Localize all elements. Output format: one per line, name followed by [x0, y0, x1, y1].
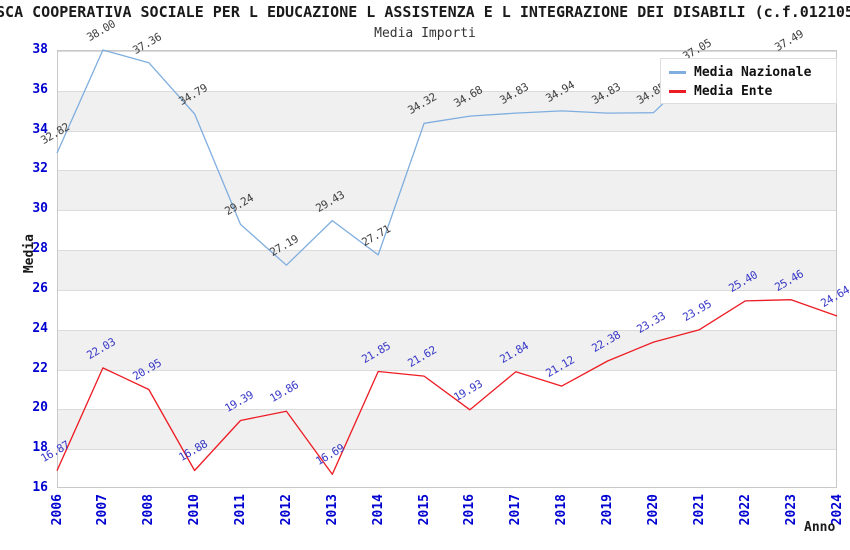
x-tick-label: 2018	[554, 494, 570, 534]
band	[58, 329, 836, 370]
x-tick-text: 2007	[95, 494, 111, 526]
x-tick-label: 2017	[508, 494, 524, 534]
legend-item-media-nazionale: Media Nazionale	[669, 63, 836, 82]
x-tick-label: 2022	[737, 494, 753, 534]
x-tick-text: 2013	[324, 494, 340, 526]
x-tick-label: 2014	[370, 494, 386, 534]
band	[58, 170, 836, 211]
x-tick-text: 2020	[645, 494, 661, 526]
y-axis-title: Media	[22, 234, 37, 274]
x-tick-text: 2010	[187, 494, 203, 526]
y-tick-label: 30	[32, 201, 48, 217]
y-tick-label: 16	[32, 480, 48, 495]
x-tick-label: 2023	[783, 494, 799, 534]
x-tick-text: 2006	[49, 494, 65, 526]
gridline	[58, 210, 836, 212]
x-tick-text: 2017	[508, 494, 524, 526]
x-tick-text: 2012	[278, 494, 294, 526]
x-tick-text: 2023	[783, 494, 799, 526]
gridline	[58, 369, 836, 371]
chart-subtitle: Media Importi	[374, 26, 476, 41]
y-tick-label: 36	[32, 81, 48, 97]
x-tick-text: 2011	[233, 494, 249, 526]
x-tick-label: 2007	[95, 494, 111, 534]
x-tick-text: 2008	[141, 494, 157, 526]
x-tick-label: 2013	[324, 494, 340, 534]
y-tick-label: 34	[32, 121, 48, 137]
y-tick-label: 24	[32, 320, 48, 336]
gridline	[58, 130, 836, 132]
y-tick-label: 20	[32, 400, 48, 416]
x-tick-label: 2012	[278, 494, 294, 534]
gridline	[58, 289, 836, 291]
legend-item-media-ente: Media Ente	[669, 82, 836, 101]
x-axis-title: Anno	[804, 520, 836, 535]
legend-label-media-ente: Media Ente	[694, 84, 773, 99]
x-tick-label: 2020	[645, 494, 661, 534]
legend-label-media-nazionale: Media Nazionale	[694, 65, 812, 80]
x-tick-label: 2016	[462, 494, 478, 534]
gridline	[58, 329, 836, 331]
x-tick-label: 2010	[187, 494, 203, 534]
legend-swatch-media-ente-icon	[669, 90, 686, 93]
x-tick-text: 2016	[462, 494, 478, 526]
x-tick-label: 2006	[49, 494, 65, 534]
legend: Media Nazionale Media Ente	[660, 58, 837, 104]
x-tick-label: 2021	[691, 494, 707, 534]
x-tick-text: 2022	[737, 494, 753, 526]
chart-title: SCA COOPERATIVA SOCIALE PER L EDUCAZIONE…	[0, 3, 850, 21]
x-tick-text: 2014	[370, 494, 386, 526]
y-tick-label: 26	[32, 280, 48, 296]
x-tick-label: 2015	[416, 494, 432, 534]
gridline	[58, 409, 836, 411]
x-tick-text: 2019	[600, 494, 616, 526]
x-tick-label: 2019	[600, 494, 616, 534]
gridline	[58, 449, 836, 451]
plot-area	[57, 50, 837, 488]
x-tick-text: 2015	[416, 494, 432, 526]
legend-swatch-media-nazionale-icon	[669, 71, 686, 74]
y-tick-label: 18	[32, 440, 48, 456]
gridline	[58, 170, 836, 172]
band	[58, 250, 836, 290]
y-tick-label: 22	[32, 360, 48, 376]
x-tick-text: 2018	[554, 494, 570, 526]
y-tick-label: 28	[32, 241, 48, 257]
gridline	[58, 250, 836, 252]
band	[58, 409, 836, 450]
gridline	[58, 51, 836, 52]
x-tick-label: 2008	[141, 494, 157, 534]
y-tick-label: 38	[32, 42, 48, 57]
x-tick-text: 2021	[691, 494, 707, 526]
y-tick-label: 32	[32, 161, 48, 177]
x-tick-label: 2011	[233, 494, 249, 534]
